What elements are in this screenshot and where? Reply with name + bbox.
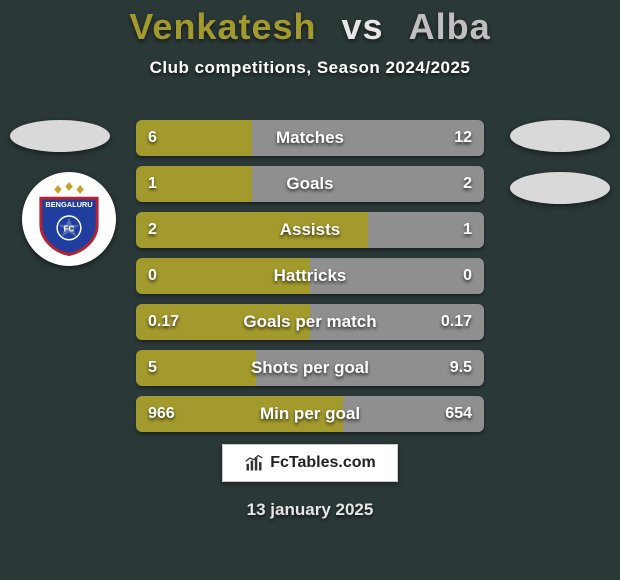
stat-bar-right [256,350,484,386]
stat-bar-left [136,120,252,156]
subtitle: Club competitions, Season 2024/2025 [0,58,620,78]
stat-row: Matches612 [136,120,484,156]
stat-bar-left [136,166,252,202]
stat-row: Assists21 [136,212,484,248]
badge-text: BENGALURU [45,200,92,209]
footer-date: 13 january 2025 [0,500,620,520]
stat-bar-right [252,120,484,156]
player2-logo-placeholder-top [510,120,610,152]
footer-brand-box[interactable]: FcTables.com [222,444,398,482]
stat-bar-left [136,212,368,248]
title-player1: Venkatesh [129,6,316,47]
stat-row: Goals per match0.170.17 [136,304,484,340]
page-title: Venkatesh vs Alba [0,0,620,48]
stat-row: Min per goal966654 [136,396,484,432]
stat-row: Shots per goal59.5 [136,350,484,386]
stat-row: Goals12 [136,166,484,202]
stat-bar-right [343,396,484,432]
shield-icon: BENGALURU FC [32,182,106,256]
stat-bar-right [368,212,484,248]
svg-text:FC: FC [64,225,75,234]
page-root: Venkatesh vs Alba Club competitions, Sea… [0,0,620,580]
title-vs: vs [342,6,384,47]
title-player2: Alba [409,6,491,47]
stat-bar-left [136,396,343,432]
player2-logo-placeholder-bottom [510,172,610,204]
stat-bar-right [310,304,484,340]
stat-bar-right [252,166,484,202]
stat-bar-right [310,258,484,294]
stat-bar-left [136,304,310,340]
footer-brand-text: FcTables.com [270,454,376,472]
stat-bar-left [136,350,256,386]
stat-row: Hattricks00 [136,258,484,294]
player1-logo-placeholder-top [10,120,110,152]
chart-icon [244,453,264,473]
stat-bar-left [136,258,310,294]
stat-bars-container: Matches612 Goals12 Assists21 Hattricks00 Goa… [136,120,484,442]
club-badge-bengaluru: BENGALURU FC [22,172,116,266]
